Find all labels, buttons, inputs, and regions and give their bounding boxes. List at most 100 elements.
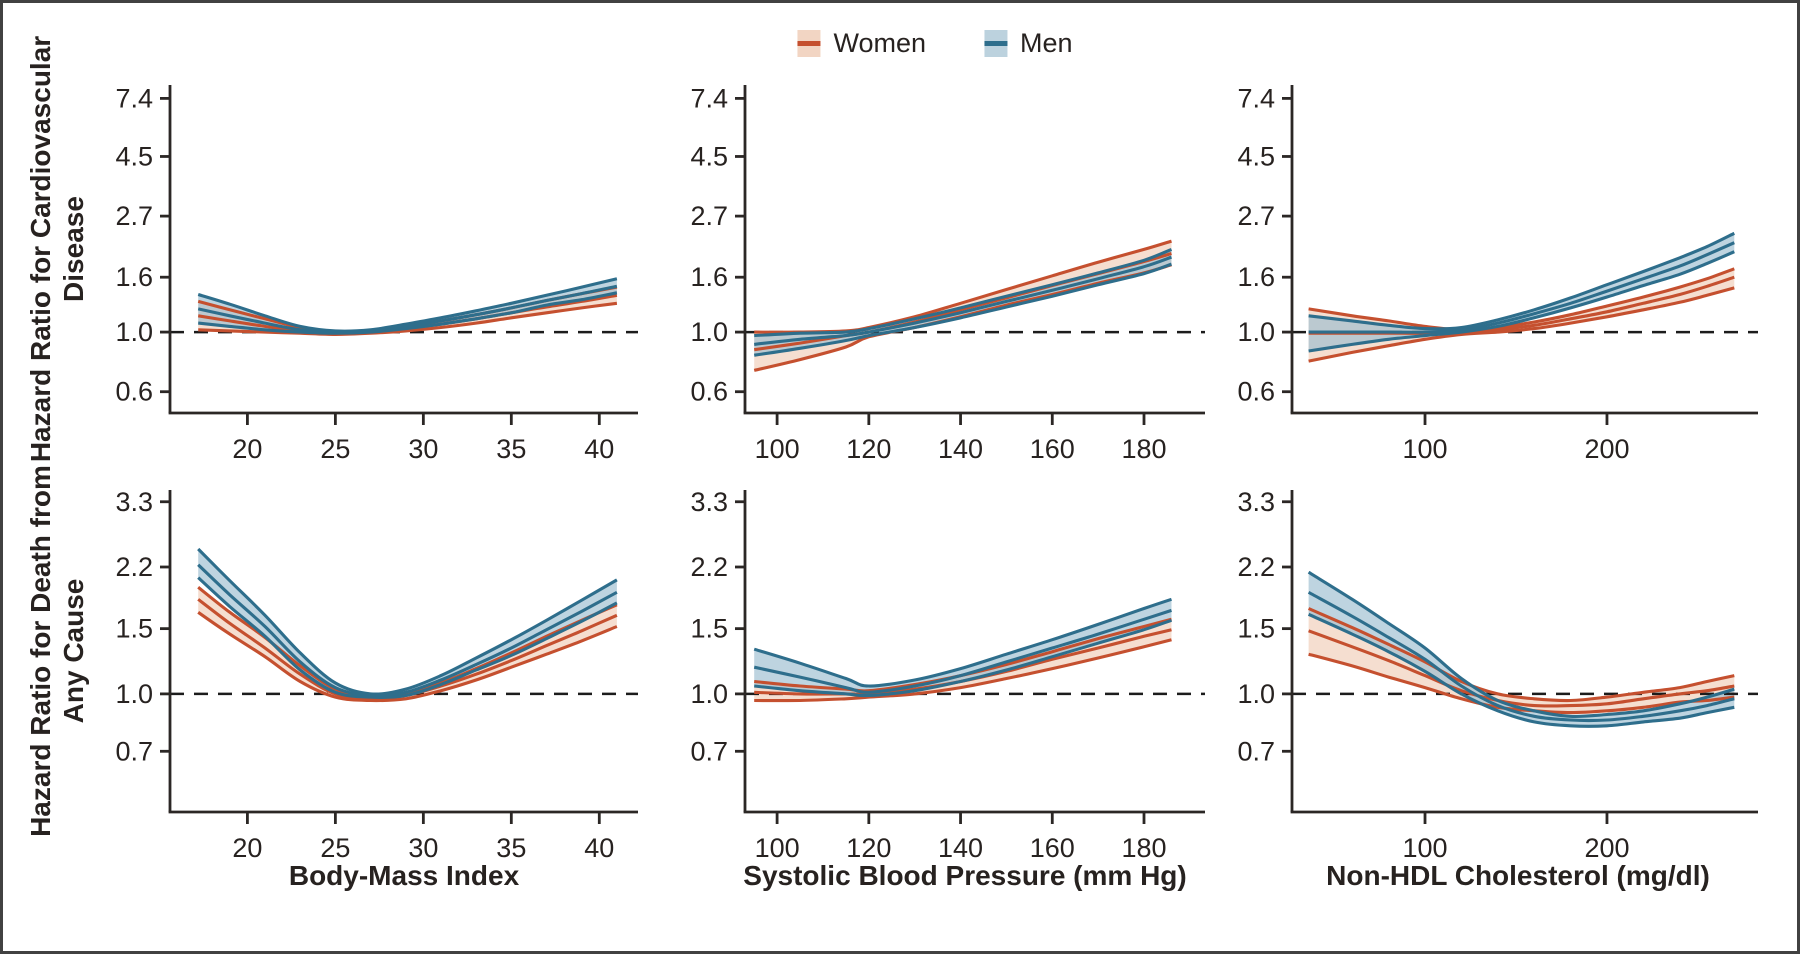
y-tick-label: 2.7 [690,201,728,231]
curve-cvd-nonhdl-men-center [1308,241,1735,334]
x-tick-label: 200 [1584,434,1629,464]
y-tick-label: 0.7 [115,736,153,766]
curve-cvd-sbp-men-upper [754,247,1173,338]
x-tick-label: 200 [1584,833,1629,863]
panel-death-bmi: 3.3 2.2 1.5 1.0 0.7 20 25 30 35 40 [115,487,638,863]
curve-death-bmi-women-lower [197,611,618,703]
curve-death-sbp-men-center [753,608,1172,694]
y-tick-label: 1.5 [1237,614,1275,644]
x-tick-label: 180 [1121,434,1166,464]
y-tick-label: 4.5 [690,141,728,171]
legend-item-men: Men [984,28,1073,59]
x-tick-label: 25 [320,434,350,464]
curve-cvd-sbp-men-center [754,255,1173,346]
x-tick-label: 140 [938,434,983,464]
y-tick-label: 1.5 [115,614,153,644]
curve-cvd-bmi-men-center [197,284,618,334]
panel-death-sbp: 3.3 2.2 1.5 1.0 0.7 100 120 140 160 180 [690,487,1205,863]
panel-cvd-sbp: 7.4 4.5 2.7 1.6 1.0 0.6 100 120 140 160 180 [690,83,1205,464]
curve-death-sbp-men-lower [754,618,1172,698]
y-tick-label: 7.4 [1237,83,1275,113]
x-axis-title-bmi: Body-Mass Index [288,860,520,891]
y-tick-label: 4.5 [1237,141,1275,171]
curve-cvd-bmi-men-upper [197,277,618,333]
x-tick-label: 40 [584,833,614,863]
curve-death-nonhdl-women-center [1308,629,1735,708]
y-tick-label: 1.6 [690,262,728,292]
x-tick-label: 100 [755,833,800,863]
y-tick-label: 1.0 [1237,317,1275,347]
x-tick-label: 35 [496,434,526,464]
y-tick-label: 3.3 [1237,487,1275,517]
y-tick-label: 2.2 [690,552,728,582]
curve-cvd-nonhdl-men-upper [1308,231,1735,331]
y-tick-label: 0.6 [690,377,728,407]
x-tick-label: 100 [1402,833,1447,863]
x-tick-label: 30 [408,833,438,863]
y-tick-label: 1.6 [115,262,153,292]
band-death-bmi-men [198,549,617,698]
y-tick-label: 7.4 [690,83,728,113]
x-tick-label: 160 [1030,434,1075,464]
curve-death-sbp-men-upper [753,597,1172,688]
x-tick-label: 180 [1121,833,1166,863]
y-tick-label: 1.0 [115,317,153,347]
curve-cvd-nonhdl-women-lower [1308,286,1735,363]
curve-death-nonhdl-men-center [1307,590,1735,723]
panel-cvd-nonhdl: 7.4 4.5 2.7 1.6 1.0 0.6 100 200 [1237,83,1758,464]
y-tick-label: 0.6 [1237,377,1275,407]
y-tick-label: 2.7 [115,201,153,231]
panel-cvd-bmi: 7.4 4.5 2.7 1.6 1.0 0.6 20 25 30 35 40 [115,83,638,464]
x-tick-label: 160 [1030,833,1075,863]
y-tick-label: 0.6 [115,377,153,407]
legend-men-label: Men [1020,28,1073,58]
x-tick-label: 100 [755,434,800,464]
x-tick-label: 35 [496,833,526,863]
x-tick-label: 25 [320,833,350,863]
band-cvd-bmi-women [198,287,617,335]
curve-cvd-nonhdl-men-lower [1308,250,1735,353]
curve-cvd-nonhdl-women-upper [1308,267,1735,332]
curve-death-nonhdl-women-upper [1307,607,1735,703]
curve-death-sbp-women-lower [754,638,1172,703]
band-death-nonhdl-men [1308,572,1735,727]
band-cvd-nonhdl-men [1308,233,1735,351]
band-death-nonhdl-women [1308,608,1735,713]
y-tick-label: 1.0 [690,317,728,347]
y-tick-label: 1.6 [1237,262,1275,292]
curve-cvd-bmi-women-lower [198,301,618,336]
y-tick-label: 0.7 [1237,736,1275,766]
curve-death-bmi-men-upper [197,547,618,696]
x-tick-label: 120 [846,833,891,863]
men-swatch-icon [984,30,1008,57]
x-tick-label: 20 [232,434,262,464]
y-tick-label: 0.7 [690,736,728,766]
x-tick-label: 120 [846,434,891,464]
curve-death-bmi-men-center [197,563,618,698]
y-tick-label: 1.0 [690,679,728,709]
y-tick-label: 4.5 [115,141,153,171]
x-axis-title-sbp: Systolic Blood Pressure (mm Hg) [743,860,1187,891]
curve-death-nonhdl-men-upper [1307,570,1735,718]
curve-cvd-sbp-men-lower [753,262,1173,357]
legend-women-label: Women [833,28,927,58]
y-tick-label: 2.2 [1237,552,1275,582]
x-tick-label: 100 [1402,434,1447,464]
y-tick-label: 1.5 [690,614,728,644]
x-tick-label: 20 [232,833,262,863]
curve-death-bmi-men-lower [197,576,618,699]
x-tick-label: 30 [408,434,438,464]
y-tick-label: 3.3 [115,487,153,517]
y-tick-label: 7.4 [115,83,153,113]
legend: Women Men [797,28,1073,59]
panel-death-nonhdl: 3.3 2.2 1.5 1.0 0.7 100 200 [1237,487,1758,863]
curve-cvd-bmi-men-lower [198,291,618,335]
curve-death-nonhdl-men-lower [1307,612,1735,728]
y-tick-label: 1.0 [1237,679,1275,709]
y-tick-label: 1.0 [115,679,153,709]
x-tick-label: 140 [938,833,983,863]
band-cvd-bmi-men [198,278,617,334]
legend-item-women: Women [797,28,926,59]
